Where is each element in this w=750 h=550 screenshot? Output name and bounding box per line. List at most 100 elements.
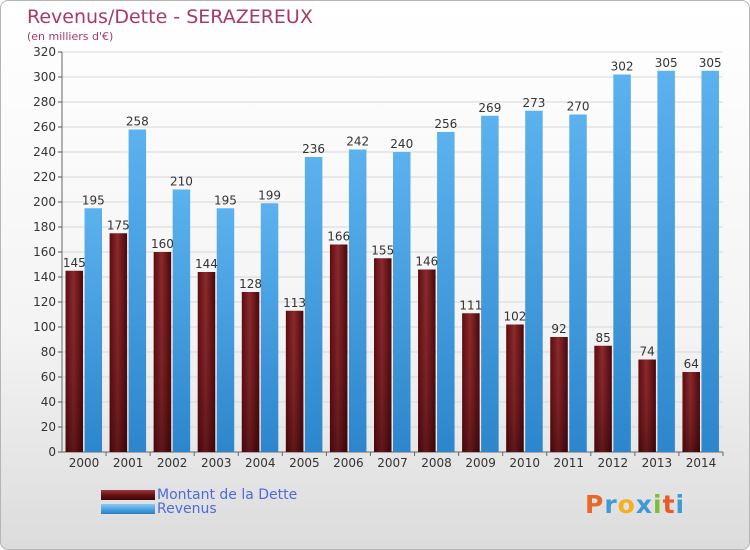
y-tick-label: 20 [41, 420, 56, 434]
y-tick-label: 240 [33, 145, 56, 159]
x-tick-label: 2013 [642, 456, 673, 470]
revenue-value-label: 210 [170, 175, 193, 189]
revenue-value-label: 236 [302, 142, 325, 156]
proxiti-logo: Proxiti [585, 490, 685, 519]
debt-value-label: 85 [595, 331, 610, 345]
logo-letter: i [675, 490, 686, 519]
x-tick-label: 2002 [157, 456, 188, 470]
x-tick-label: 2008 [421, 456, 452, 470]
debt-value-label: 92 [551, 322, 566, 336]
logo-letter: t [662, 490, 676, 519]
debt-value-label: 146 [415, 255, 438, 269]
x-tick-label: 2000 [69, 456, 100, 470]
revenue-bar [393, 152, 411, 452]
y-tick-label: 200 [33, 195, 56, 209]
logo-letter: i [653, 490, 663, 519]
revenue-value-label: 195 [82, 193, 105, 207]
x-tick-label: 2004 [245, 456, 276, 470]
revenue-bar [216, 208, 235, 452]
logo-letter: x [635, 490, 653, 519]
revenue-value-label: 305 [699, 56, 722, 70]
revenue-bar [260, 203, 279, 452]
debt-bar-shade [418, 269, 436, 452]
revenue-value-label: 305 [655, 56, 678, 70]
revenue-bar [613, 74, 631, 452]
legend-revenue-swatch [101, 504, 155, 514]
revenue-bar [525, 110, 543, 452]
debt-bar-shade [197, 272, 216, 452]
x-tick-label: 2009 [465, 456, 496, 470]
revenue-bar [84, 208, 103, 452]
debt-value-label: 145 [63, 256, 86, 270]
x-tick-label: 2007 [377, 456, 408, 470]
debt-value-label: 64 [684, 357, 699, 371]
revenue-bar [569, 114, 587, 452]
x-tick-label: 2005 [289, 456, 320, 470]
x-tick-label: 2003 [201, 456, 232, 470]
logo-letter: P [585, 490, 605, 519]
revenue-bar [172, 189, 191, 452]
debt-bar-shade [65, 270, 84, 452]
legend-revenue-label: Revenus [157, 501, 217, 517]
revenue-bar [657, 70, 675, 452]
revenue-value-label: 269 [478, 101, 501, 115]
debt-value-label: 160 [151, 237, 174, 251]
debt-value-label: 144 [195, 257, 218, 271]
legend-debt: Montant de la Dette [1, 487, 321, 503]
debt-bar-shade [241, 292, 260, 452]
y-tick-label: 140 [33, 270, 56, 284]
debt-value-label: 74 [640, 345, 655, 359]
debt-value-label: 175 [107, 218, 130, 232]
logo-letter: r [604, 490, 618, 519]
revenue-bar [701, 70, 719, 452]
debt-value-label: 102 [503, 310, 526, 324]
revenue-value-label: 240 [390, 137, 413, 151]
y-tick-label: 220 [33, 170, 56, 184]
debt-bar-shade [506, 324, 524, 452]
debt-value-label: 113 [283, 296, 306, 310]
debt-bar-shade [594, 345, 612, 452]
x-tick-label: 2001 [113, 456, 144, 470]
revenue-value-label: 258 [126, 115, 149, 129]
revenue-value-label: 199 [258, 188, 281, 202]
revenue-bar [304, 157, 323, 452]
y-tick-label: 260 [33, 120, 56, 134]
debt-bar-shade [374, 258, 392, 452]
revenue-bar [481, 115, 499, 452]
debt-bar-shade [638, 359, 656, 452]
revenue-value-label: 302 [611, 60, 634, 74]
x-tick-label: 2006 [333, 456, 364, 470]
legend-debt-label: Montant de la Dette [157, 487, 298, 503]
x-tick-label: 2014 [686, 456, 717, 470]
debt-value-label: 128 [239, 277, 262, 291]
revenue-bar [128, 129, 147, 452]
revenue-bar [437, 132, 455, 452]
y-tick-label: 300 [33, 70, 56, 84]
y-tick-label: 320 [33, 45, 56, 59]
debt-bar-shade [109, 233, 128, 452]
revenue-value-label: 256 [434, 117, 457, 131]
debt-bar-shade [329, 244, 348, 452]
debt-value-label: 111 [459, 298, 482, 312]
revenue-bar [348, 149, 367, 452]
chart-subtitle: (en milliers d'€) [27, 30, 114, 43]
debt-bar-shade [682, 372, 700, 452]
x-tick-label: 2011 [553, 456, 584, 470]
y-tick-label: 40 [41, 395, 56, 409]
legend-revenue: Revenus [1, 501, 321, 517]
y-tick-label: 280 [33, 95, 56, 109]
debt-bar-shade [153, 252, 172, 452]
y-tick-label: 120 [33, 295, 56, 309]
y-tick-label: 0 [48, 445, 56, 459]
y-tick-label: 60 [41, 370, 56, 384]
revenue-value-label: 242 [346, 135, 369, 149]
revenue-value-label: 273 [522, 96, 545, 110]
y-tick-label: 100 [33, 320, 56, 334]
y-tick-label: 160 [33, 245, 56, 259]
x-tick-label: 2012 [598, 456, 629, 470]
x-tick-label: 2010 [509, 456, 540, 470]
chart-title: Revenus/Dette - SERAZEREUX [27, 6, 313, 28]
debt-bar-shade [550, 337, 568, 452]
